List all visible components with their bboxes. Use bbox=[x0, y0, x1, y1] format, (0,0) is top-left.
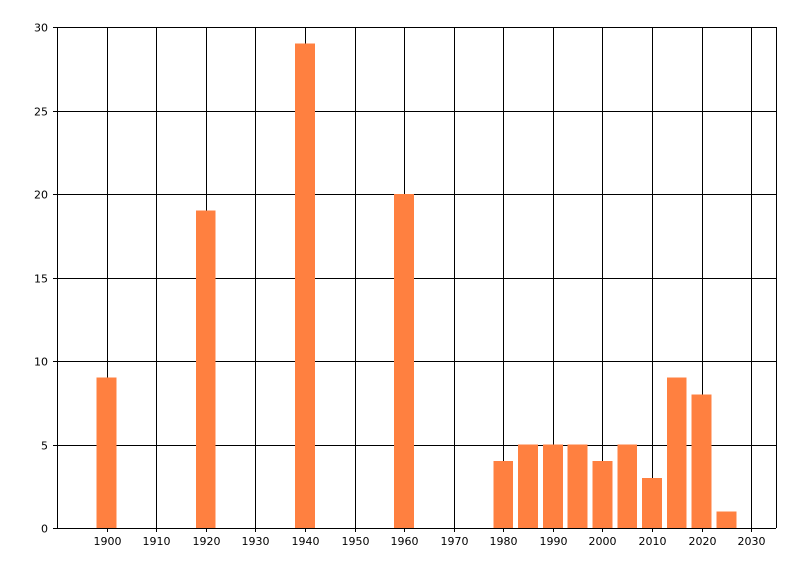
y-tick-label: 20 bbox=[34, 189, 48, 202]
bar-1990 bbox=[542, 444, 563, 528]
bar-2025 bbox=[716, 511, 737, 528]
bar-1980 bbox=[493, 461, 514, 528]
x-tick-label: 1950 bbox=[342, 535, 370, 548]
bar-1995 bbox=[567, 444, 588, 528]
x-tick-label: 1910 bbox=[143, 535, 171, 548]
y-tick-label: 15 bbox=[34, 273, 48, 286]
bar-2010 bbox=[642, 477, 662, 528]
y-tick-label: 25 bbox=[34, 106, 48, 119]
bars bbox=[96, 43, 737, 528]
bar-1920 bbox=[195, 210, 216, 528]
bar-2015 bbox=[666, 377, 687, 528]
x-tick-label: 1920 bbox=[193, 535, 221, 548]
x-tick-label: 1900 bbox=[94, 535, 122, 548]
x-tick-label: 1930 bbox=[242, 535, 270, 548]
bar-1985 bbox=[518, 444, 538, 528]
x-tick-label: 1970 bbox=[441, 535, 469, 548]
bar-2005 bbox=[617, 444, 638, 528]
x-tick-label: 2020 bbox=[689, 535, 717, 548]
bar-2020 bbox=[691, 394, 712, 528]
y-tick-labels: 0 5 10 15 20 25 30 bbox=[34, 22, 48, 536]
bar-1940 bbox=[295, 43, 315, 528]
y-tick-label: 5 bbox=[41, 440, 48, 453]
bar-1960 bbox=[394, 194, 415, 528]
x-tick-label: 2000 bbox=[589, 535, 617, 548]
bar-1900 bbox=[96, 377, 117, 528]
x-tick-label: 1960 bbox=[391, 535, 419, 548]
y-tick-label: 30 bbox=[34, 22, 48, 35]
y-tick-label: 0 bbox=[41, 523, 48, 536]
x-tick-labels: 1900 1910 1920 1930 1940 1950 1960 1970 1980 1990… bbox=[94, 535, 766, 548]
x-tick-label: 1990 bbox=[540, 535, 568, 548]
x-tick-label: 2010 bbox=[639, 535, 667, 548]
x-tick-label: 1940 bbox=[292, 535, 320, 548]
axes bbox=[57, 27, 776, 529]
y-tick-label: 10 bbox=[34, 356, 48, 369]
x-tick-label: 1980 bbox=[490, 535, 518, 548]
x-tick-label: 2030 bbox=[738, 535, 766, 548]
bar-2000 bbox=[592, 461, 613, 528]
